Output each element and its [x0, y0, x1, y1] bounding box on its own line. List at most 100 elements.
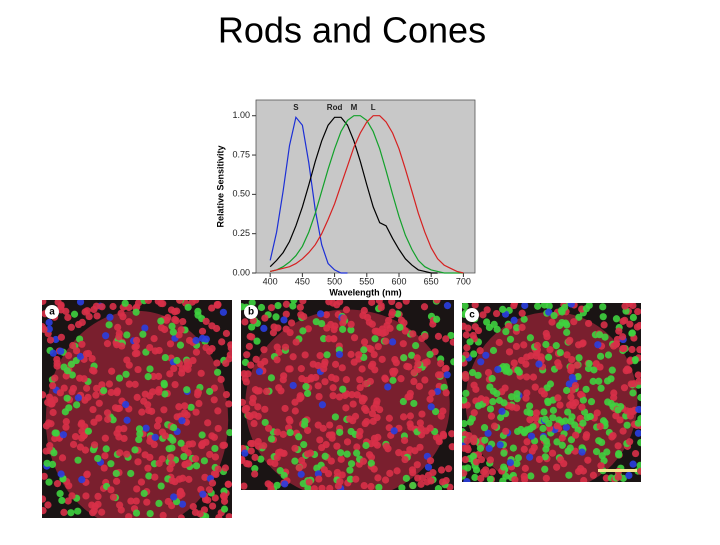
- cell: [192, 408, 200, 416]
- cell: [273, 481, 281, 489]
- cell: [277, 387, 285, 395]
- cell: [412, 341, 420, 350]
- cell: [189, 356, 197, 365]
- cell: [489, 398, 497, 406]
- cell: [243, 351, 251, 359]
- cell: [50, 449, 58, 457]
- cell: [58, 496, 66, 505]
- cell: [607, 399, 615, 408]
- cell: [326, 421, 334, 429]
- cell: [58, 454, 67, 462]
- series-label: L: [371, 103, 376, 112]
- cell: [250, 411, 258, 419]
- cell: [443, 371, 451, 379]
- cell: [343, 390, 351, 398]
- panel-label-bg: [465, 308, 479, 322]
- cell: [590, 366, 598, 374]
- cell: [592, 448, 601, 456]
- cell: [349, 400, 357, 408]
- cell: [541, 453, 549, 461]
- cell: [316, 352, 324, 360]
- cell: [155, 459, 163, 467]
- cell: [267, 374, 276, 382]
- cell: [194, 311, 202, 319]
- cell: [568, 355, 576, 364]
- cell: [486, 383, 494, 391]
- cell: [548, 449, 557, 457]
- cell: [336, 449, 345, 457]
- cell: [93, 312, 101, 320]
- cell: [410, 377, 418, 386]
- cell: [177, 326, 185, 334]
- cell: [103, 409, 112, 417]
- cell: [595, 377, 603, 385]
- series-line: [269, 115, 348, 274]
- cell: [185, 475, 193, 483]
- cell: [342, 306, 351, 314]
- cell: [254, 437, 262, 446]
- cell: [384, 445, 392, 453]
- cell: [564, 408, 572, 416]
- cell: [583, 413, 591, 422]
- cell: [314, 421, 322, 429]
- cell: [537, 353, 545, 361]
- cell: [46, 442, 54, 450]
- cell: [450, 358, 454, 366]
- cell: [102, 445, 110, 453]
- cell: [218, 338, 226, 346]
- cell: [272, 313, 280, 321]
- cell: [261, 314, 269, 322]
- cell: [304, 325, 312, 333]
- cell: [489, 346, 498, 355]
- cell: [142, 424, 150, 432]
- cell: [570, 318, 578, 326]
- cell: [594, 341, 602, 349]
- cell: [68, 492, 76, 500]
- cell: [424, 463, 433, 471]
- cell: [476, 347, 484, 355]
- cell: [507, 393, 516, 401]
- cell: [173, 307, 181, 315]
- series-line: [269, 116, 438, 274]
- cell: [612, 412, 620, 420]
- cell: [247, 361, 255, 369]
- cell: [303, 389, 312, 398]
- cell: [359, 457, 368, 465]
- cell: [42, 325, 48, 333]
- cell: [557, 456, 565, 464]
- cell: [299, 327, 307, 335]
- cell: [198, 441, 206, 450]
- cell: [279, 430, 287, 438]
- cell: [499, 477, 507, 482]
- x-axis-title: Wavelength (nm): [329, 287, 401, 297]
- cell: [115, 333, 123, 341]
- cell: [417, 424, 425, 433]
- cell: [603, 377, 612, 385]
- cell: [597, 462, 605, 470]
- y-tick-label: 0.00: [232, 267, 250, 277]
- cell: [442, 389, 450, 397]
- cell: [484, 368, 493, 377]
- cell: [84, 427, 93, 435]
- cell: [509, 444, 517, 452]
- cell: [580, 476, 588, 482]
- cell: [499, 305, 507, 313]
- cell: [343, 438, 352, 446]
- cell: [82, 350, 91, 358]
- cell: [558, 441, 566, 449]
- cell: [245, 342, 253, 351]
- cell: [273, 356, 281, 364]
- cell: [44, 501, 52, 509]
- cell: [286, 328, 294, 337]
- y-tick-label: 0.25: [232, 228, 250, 238]
- cell: [535, 455, 544, 464]
- slide-title: Rods and Cones: [218, 10, 486, 51]
- cell: [432, 408, 440, 416]
- cell: [488, 374, 496, 383]
- cell: [289, 381, 297, 390]
- cell: [500, 463, 508, 471]
- cell: [477, 474, 485, 482]
- cell: [375, 300, 383, 305]
- cell: [494, 365, 502, 374]
